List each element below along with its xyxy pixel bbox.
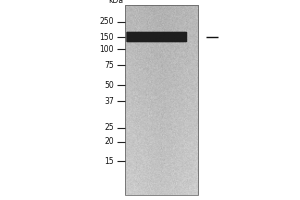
Text: 20: 20: [104, 138, 114, 146]
FancyBboxPatch shape: [126, 32, 187, 42]
Text: 50: 50: [104, 81, 114, 90]
Text: 250: 250: [100, 18, 114, 26]
Bar: [124, 5, 198, 195]
Text: kDa: kDa: [108, 0, 123, 5]
Text: 15: 15: [104, 156, 114, 166]
Text: 25: 25: [104, 123, 114, 132]
Text: 75: 75: [104, 60, 114, 70]
Text: 150: 150: [100, 32, 114, 42]
Text: 100: 100: [100, 45, 114, 53]
Text: 37: 37: [104, 97, 114, 106]
